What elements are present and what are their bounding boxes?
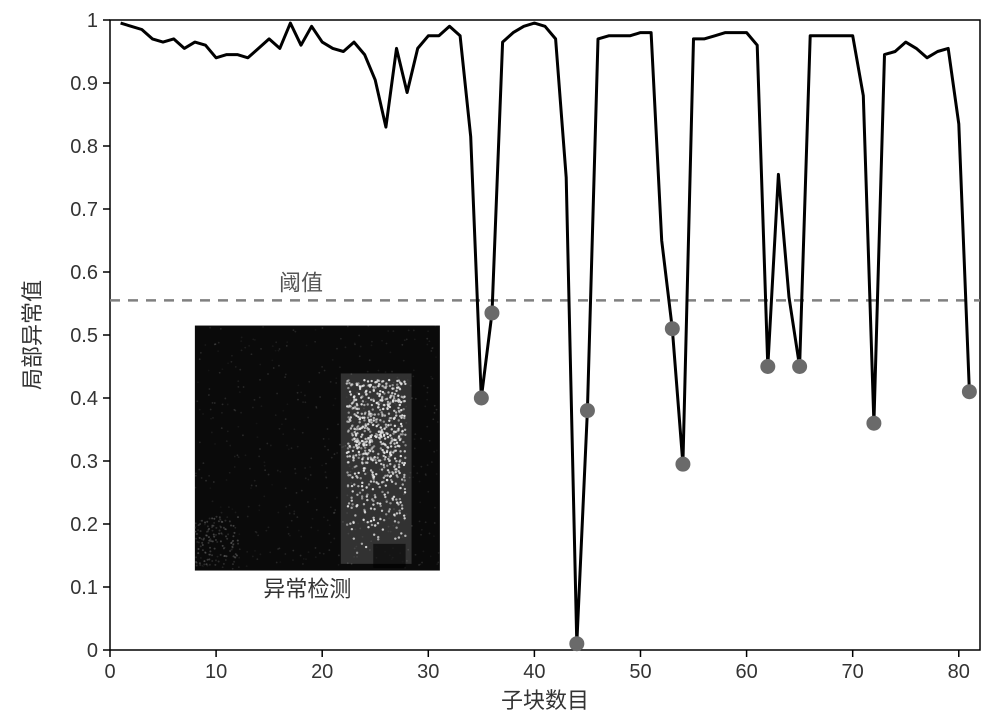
y-axis-label: 局部异常值 <box>20 280 45 390</box>
inset-label: 异常检测 <box>263 577 351 602</box>
threshold-label: 阈值 <box>279 270 323 295</box>
anomaly-marker <box>867 416 881 430</box>
y-tick-label: 0.9 <box>70 73 98 95</box>
y-tick-label: 0.6 <box>70 262 98 284</box>
y-tick-label: 0.1 <box>70 577 98 599</box>
anomaly-marker <box>665 322 679 336</box>
y-tick-label: 0.2 <box>70 514 98 536</box>
anomaly-marker <box>793 360 807 374</box>
y-tick-label: 0.7 <box>70 199 98 221</box>
anomaly-marker <box>580 404 594 418</box>
y-tick-label: 0.3 <box>70 451 98 473</box>
chart-container: 0 10 20 30 40 50 60 70 80 0 0.1 0.2 0.3 0.4 0.5 0.6 0.7 0… <box>0 0 1000 728</box>
anomaly-marker <box>962 385 976 399</box>
y-tick-label: 0.5 <box>70 325 98 347</box>
x-tick-label: 60 <box>735 661 757 683</box>
chart-svg: 0 10 20 30 40 50 60 70 80 0 0.1 0.2 0.3 0.4 0.5 0.6 0.7 0… <box>0 0 1000 728</box>
x-tick-label: 70 <box>842 661 864 683</box>
x-tick-label: 50 <box>629 661 651 683</box>
anomaly-marker <box>761 360 775 374</box>
x-tick-label: 40 <box>523 661 545 683</box>
x-tick-label: 0 <box>104 661 115 683</box>
y-tick-label: 1 <box>87 10 98 32</box>
anomaly-marker <box>485 306 499 320</box>
anomaly-marker <box>474 391 488 405</box>
y-tick-label: 0 <box>87 640 98 662</box>
x-tick-label: 80 <box>948 661 970 683</box>
y-tick-label: 0.8 <box>70 136 98 158</box>
anomaly-marker <box>676 457 690 471</box>
x-tick-label: 20 <box>311 661 333 683</box>
y-tick-label: 0.4 <box>70 388 98 410</box>
inset-image <box>194 325 440 571</box>
anomaly-marker <box>570 637 584 651</box>
x-axis-label: 子块数目 <box>501 688 589 713</box>
x-tick-label: 10 <box>205 661 227 683</box>
x-tick-label: 30 <box>417 661 439 683</box>
